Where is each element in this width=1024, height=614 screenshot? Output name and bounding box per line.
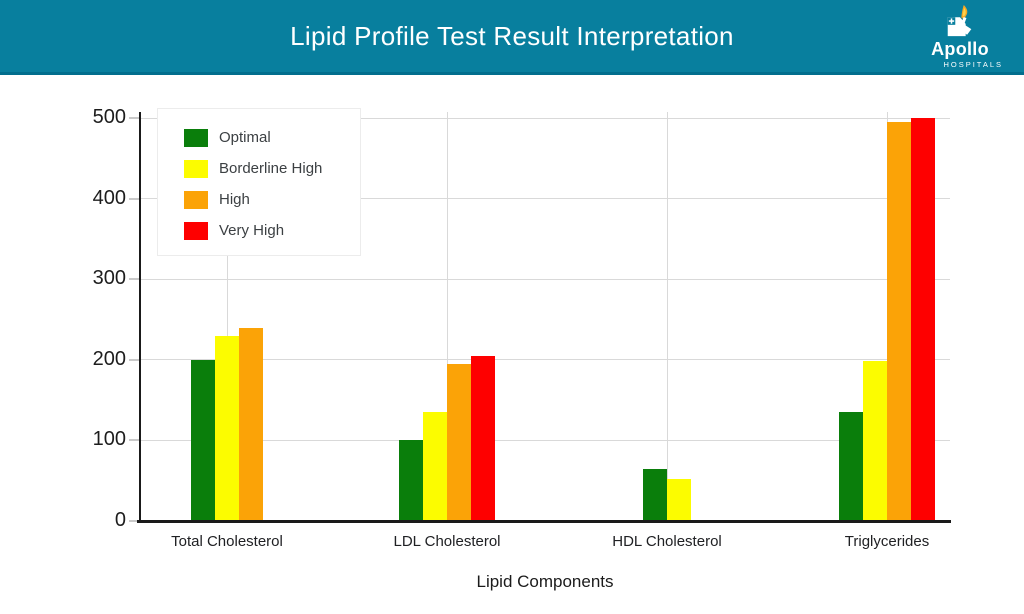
bar-high-ldl-cholesterol [447, 364, 471, 521]
vertical-gridline-ldl-cholesterol [446, 112, 448, 521]
y-tick-mark-300 [129, 278, 139, 281]
legend-label-optimal: Optimal [219, 129, 271, 146]
bar-very-high-ldl-cholesterol [471, 356, 495, 521]
bar-groups [117, 112, 997, 521]
torch-icon [947, 5, 972, 37]
x-axis-category-labels: Total Cholesterol LDL Cholesterol HDL Chol… [117, 533, 997, 550]
y-axis-line [139, 112, 141, 523]
y-tick-mark-200 [129, 358, 139, 361]
bar-optimal-total-cholesterol [191, 360, 215, 521]
category-label-ldl-cholesterol: LDL Cholesterol [393, 533, 501, 550]
x-axis-line [137, 520, 951, 523]
legend-item-optimal: Optimal [158, 122, 360, 153]
category-label-triglycerides: Triglycerides [844, 533, 930, 550]
y-tick-label-300: 300 [92, 267, 126, 290]
legend-item-very-high: Very High [158, 215, 360, 246]
x-axis-title: Lipid Components [476, 572, 614, 591]
gridline-100 [140, 439, 950, 441]
bar-chart: 0 100 200 300 400 500 Total Cholesterol LDL Ch… [0, 75, 1024, 614]
bar-group-total-cholesterol [117, 112, 337, 521]
bar-group-hdl-cholesterol [557, 112, 777, 521]
legend-label-very-high: Very High [219, 222, 285, 239]
bar-borderline-high-total-cholesterol [215, 336, 239, 521]
gridlines-layer [140, 117, 950, 521]
y-tick-mark-500 [129, 117, 139, 119]
legend-item-borderline-high: Borderline High [158, 153, 360, 184]
bar-borderline-high-hdl-cholesterol [667, 479, 691, 521]
bar-borderline-high-ldl-cholesterol [423, 412, 447, 521]
legend-label-high: High [219, 191, 250, 208]
vertical-gridline-hdl-cholesterol [666, 112, 668, 521]
y-tick-label-200: 200 [92, 347, 126, 370]
bar-high-triglycerides [887, 122, 911, 521]
y-tick-mark-100 [129, 439, 139, 442]
page-title: Lipid Profile Test Result Interpretation [290, 20, 734, 51]
legend-swatch-borderline-high [184, 159, 208, 178]
legend-item-high: High [158, 184, 360, 215]
bar-group-triglycerides [777, 112, 997, 521]
y-tick-label-500: 500 [92, 106, 126, 128]
bar-group-ldl-cholesterol [337, 112, 557, 521]
bar-very-high-triglycerides [911, 118, 935, 521]
bar-optimal-hdl-cholesterol [643, 469, 667, 521]
legend-swatch-very-high [184, 221, 208, 240]
bar-borderline-high-triglycerides [863, 361, 887, 521]
bar-high-total-cholesterol [239, 328, 263, 521]
y-tick-label-100: 100 [92, 428, 126, 451]
bar-optimal-triglycerides [839, 412, 863, 521]
legend-swatch-high [184, 190, 208, 209]
category-label-total-cholesterol: Total Cholesterol [171, 533, 283, 550]
gridline-500 [140, 117, 950, 119]
logo-brand-text: Apollo [931, 39, 989, 59]
bar-optimal-ldl-cholesterol [399, 440, 423, 521]
legend: Optimal Borderline High High Very High [157, 108, 361, 256]
logo-sub-text: HOSPITALS [943, 60, 1003, 69]
y-tick-mark-0 [129, 520, 139, 522]
y-tick-label-0: 0 [114, 509, 126, 531]
legend-swatch-optimal [184, 128, 208, 147]
apollo-hospitals-logo: Apollo HOSPITALS [914, 5, 1006, 69]
gridline-200 [140, 359, 950, 361]
gridline-400 [140, 198, 950, 200]
category-label-hdl-cholesterol: HDL Cholesterol [612, 533, 722, 550]
y-tick-mark-400 [129, 197, 139, 200]
y-tick-label-400: 400 [92, 186, 126, 209]
legend-label-borderline-high: Borderline High [219, 160, 323, 177]
vertical-gridline-total-cholesterol [226, 112, 228, 521]
gridline-300 [140, 278, 950, 280]
header-bar: Lipid Profile Test Result Interpretation… [0, 0, 1024, 75]
